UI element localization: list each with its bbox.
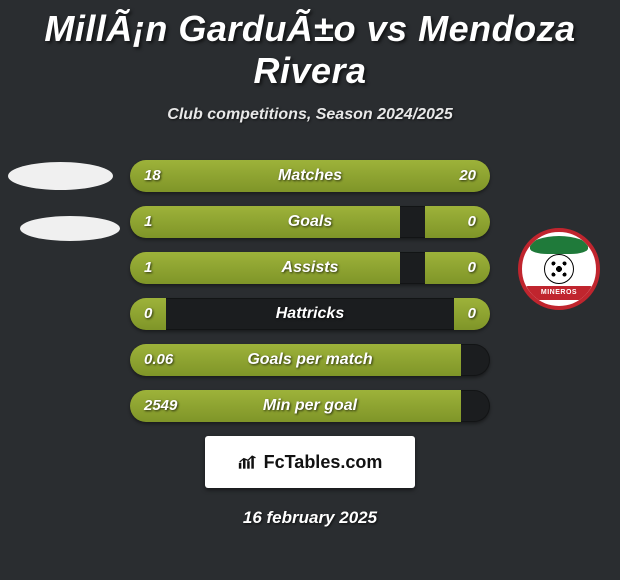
stat-label: Assists [130, 252, 490, 284]
team-badge-left-2 [20, 216, 120, 241]
date-label: 16 february 2025 [0, 508, 620, 528]
stat-row: 0Hattricks0 [130, 298, 490, 330]
stat-value-right: 0 [468, 252, 476, 284]
stat-label: Min per goal [130, 390, 490, 422]
logo-band: MINEROS [526, 286, 592, 300]
stat-row: 1Goals0 [130, 206, 490, 238]
brand-text: FcTables.com [264, 452, 383, 473]
stat-label: Goals per match [130, 344, 490, 376]
stat-value-right: 0 [468, 206, 476, 238]
stat-row: 1Assists0 [130, 252, 490, 284]
stats-area: MINEROS 18Matches201Goals01Assists00Hatt… [0, 160, 620, 422]
team-badge-right: MINEROS [518, 228, 600, 310]
stat-label: Hattricks [130, 298, 490, 330]
team-badge-right-inner: MINEROS [522, 232, 596, 306]
stat-rows: 18Matches201Goals01Assists00Hattricks00.… [130, 160, 490, 422]
stat-value-right: 0 [468, 298, 476, 330]
stat-row: 2549Min per goal [130, 390, 490, 422]
stat-row: 0.06Goals per match [130, 344, 490, 376]
logo-terrain-icon [530, 236, 588, 254]
stat-row: 18Matches20 [130, 160, 490, 192]
page-title: MillÃ¡n GarduÃ±o vs Mendoza Rivera [0, 0, 620, 92]
brand-box: FcTables.com [205, 436, 415, 488]
stat-label: Matches [130, 160, 490, 192]
brand-chart-icon [238, 454, 258, 470]
team-badge-left-1 [8, 162, 113, 190]
stat-label: Goals [130, 206, 490, 238]
stat-value-right: 20 [459, 160, 476, 192]
page-subtitle: Club competitions, Season 2024/2025 [0, 106, 620, 124]
soccer-ball-icon [544, 254, 574, 284]
